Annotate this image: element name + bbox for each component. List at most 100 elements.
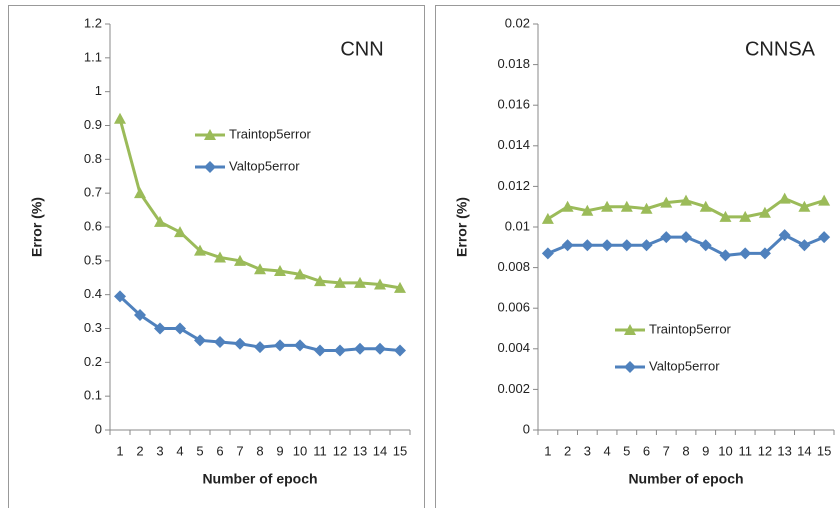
marker [114,290,126,303]
marker [214,251,226,263]
y-tick-label: 0 [523,421,530,436]
x-tick-label: 12 [758,443,772,458]
legend-marker [204,129,216,140]
marker [294,268,306,280]
x-axis-title: Number of epoch [202,471,317,487]
y-tick-label: 0.02 [505,15,530,30]
y-tick-label: 0.012 [497,178,530,193]
x-tick-label: 1 [116,443,123,458]
x-tick-label: 5 [623,443,630,458]
y-tick-label: 0.002 [497,381,530,396]
marker [660,231,673,244]
x-tick-label: 3 [584,443,591,458]
y-tick-label: 0.018 [497,56,530,71]
marker [680,231,692,244]
marker [354,276,366,288]
y-tick-label: 0.014 [497,137,530,152]
legend-label: Valtop5error [229,158,300,173]
chart-title: CNN [340,38,383,60]
x-tick-label: 6 [216,443,223,458]
y-tick-label: 0.8 [84,151,102,166]
y-tick-label: 0.006 [497,300,530,315]
x-tick-label: 14 [373,443,387,458]
marker [620,200,633,212]
x-tick-label: 7 [236,443,243,458]
marker [541,212,554,224]
marker [314,275,326,287]
x-tick-label: 15 [817,443,831,458]
marker [561,239,574,252]
marker [660,196,673,208]
y-tick-label: 1.2 [84,15,102,30]
marker [374,278,386,290]
x-tick-label: 10 [293,443,307,458]
x-tick-label: 2 [564,443,571,458]
y-tick-label: 1.1 [84,49,102,64]
x-tick-label: 6 [643,443,650,458]
panel [435,5,840,508]
y-tick-label: 0.004 [497,340,530,355]
marker [174,322,186,335]
x-tick-label: 10 [718,443,732,458]
marker [818,194,831,206]
x-tick-label: 8 [256,443,263,458]
marker [601,239,614,252]
y-tick-label: 0.016 [497,97,530,112]
marker [154,322,166,335]
marker [234,337,246,350]
marker [739,247,752,260]
marker [758,206,771,218]
marker [640,202,653,214]
marker [274,339,286,352]
marker [758,247,771,260]
marker [174,226,186,238]
legend-label: Traintop5error [649,321,732,336]
y-tick-label: 0.7 [84,185,102,200]
y-tick-label: 0.3 [84,320,102,335]
marker [254,263,266,275]
y-tick-label: 0.1 [84,388,102,403]
marker [254,341,266,354]
x-axis-title: Number of epoch [628,471,743,487]
marker [719,210,732,222]
y-tick-label: 0 [95,421,102,436]
marker [601,200,614,212]
x-tick-label: 15 [393,443,407,458]
marker [134,187,146,199]
y-tick-label: 0.5 [84,252,102,267]
legend-label: Traintop5error [229,126,312,141]
marker [739,210,752,222]
marker [194,334,206,347]
marker [294,339,306,352]
x-tick-label: 5 [196,443,203,458]
marker [620,239,633,252]
marker [314,344,326,357]
x-tick-label: 11 [738,443,752,458]
marker [214,336,226,349]
marker [234,254,246,266]
marker [394,281,406,293]
marker [699,200,712,212]
y-tick-label: 0.01 [505,218,530,233]
marker [798,239,811,252]
x-tick-label: 2 [136,443,143,458]
y-tick-label: 0.9 [84,117,102,132]
legend-marker [204,161,216,173]
marker [719,249,732,262]
y-axis-title: Error (%) [29,197,45,257]
marker [334,344,346,357]
marker [581,204,594,216]
marker [334,276,346,288]
chart-title: CNNSA [745,38,816,60]
x-tick-label: 4 [176,443,183,458]
marker [798,200,811,212]
legend-label: Valtop5error [649,358,720,373]
x-tick-label: 9 [702,443,709,458]
x-tick-label: 13 [777,443,791,458]
x-tick-label: 3 [156,443,163,458]
marker [114,112,126,124]
legend-marker [624,324,636,335]
x-tick-label: 12 [333,443,347,458]
y-tick-label: 0.008 [497,259,530,274]
